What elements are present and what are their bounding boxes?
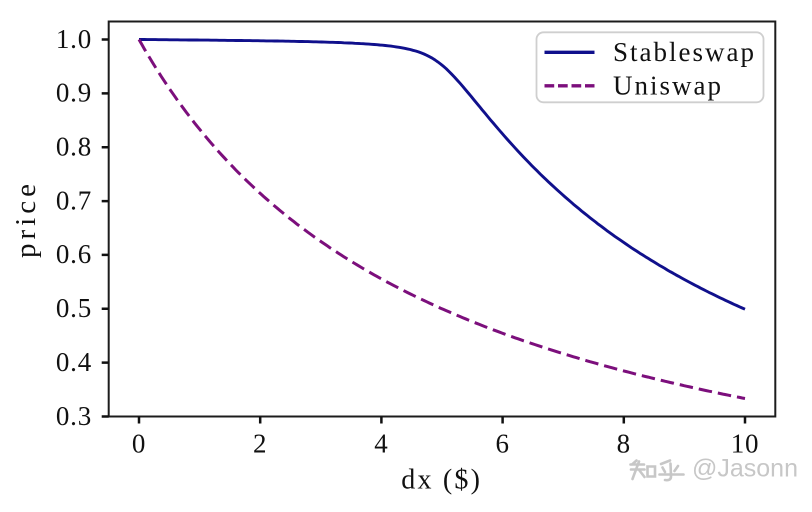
svg-text:4: 4 bbox=[374, 429, 388, 459]
svg-text:0.5: 0.5 bbox=[56, 293, 92, 323]
svg-text:0.7: 0.7 bbox=[56, 185, 92, 215]
svg-text:0.3: 0.3 bbox=[56, 401, 92, 431]
svg-text:price: price bbox=[10, 180, 42, 258]
svg-text:0.8: 0.8 bbox=[56, 132, 92, 162]
svg-text:1.0: 1.0 bbox=[56, 24, 92, 54]
svg-text:8: 8 bbox=[617, 429, 631, 459]
svg-text:0.9: 0.9 bbox=[56, 78, 92, 108]
svg-text:6: 6 bbox=[495, 429, 509, 459]
svg-text:2: 2 bbox=[253, 429, 267, 459]
svg-text:0.4: 0.4 bbox=[56, 347, 92, 377]
svg-text:10: 10 bbox=[731, 429, 760, 459]
svg-text:Uniswap: Uniswap bbox=[613, 71, 723, 101]
svg-text:0.6: 0.6 bbox=[56, 239, 92, 269]
svg-text:dx ($): dx ($) bbox=[401, 465, 482, 496]
svg-text:Stableswap: Stableswap bbox=[613, 37, 756, 67]
svg-text:@Jasonn: @Jasonn bbox=[692, 455, 798, 483]
svg-text:0: 0 bbox=[132, 429, 146, 459]
